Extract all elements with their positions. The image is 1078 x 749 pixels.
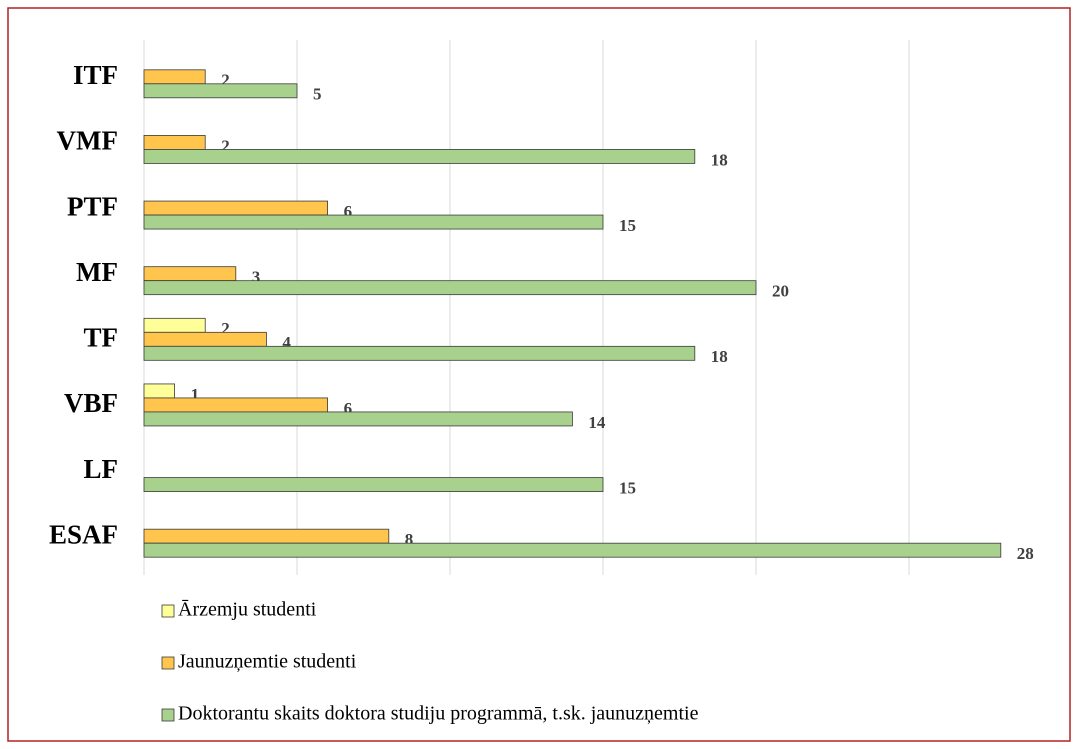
category-label: PTF: [67, 191, 118, 221]
bar: [143, 69, 206, 85]
data-label: 4: [282, 333, 291, 352]
category-label: TF: [83, 323, 118, 353]
data-label: 28: [1017, 544, 1034, 563]
category-label: ITF: [73, 60, 118, 90]
legend-label: Ārzemju studenti: [178, 599, 317, 621]
bar: [143, 280, 757, 296]
bar: [143, 135, 206, 150]
bar: [143, 383, 176, 399]
bar: [143, 149, 696, 164]
data-label: 18: [711, 150, 728, 169]
bar: [143, 411, 573, 427]
data-label: 15: [619, 478, 636, 497]
bar: [143, 477, 604, 492]
category-label: VBF: [64, 388, 118, 418]
bar: [143, 317, 206, 333]
category-label: MF: [76, 257, 118, 287]
bar: [143, 397, 329, 413]
bar: [143, 83, 298, 99]
data-label: 8: [405, 530, 414, 549]
legend-label: Doktorantu skaits doktora studiju progra…: [178, 703, 699, 725]
legend-swatch: [161, 656, 175, 670]
data-label: 14: [588, 413, 606, 432]
data-label: 2: [221, 319, 230, 338]
data-label: 2: [221, 71, 230, 90]
data-label: 20: [772, 282, 789, 301]
data-label: 18: [711, 347, 728, 366]
bar: [143, 331, 267, 347]
data-label: 1: [191, 385, 200, 404]
data-label: 2: [221, 136, 230, 155]
bar: [143, 345, 696, 361]
legend-swatch: [161, 604, 175, 618]
legend-swatch: [161, 708, 175, 722]
data-label: 6: [344, 399, 353, 418]
bar: [143, 528, 390, 544]
bar: [143, 542, 1002, 558]
chart-border: [7, 7, 1071, 742]
data-label: 5: [313, 85, 322, 104]
data-label: 6: [344, 202, 353, 221]
data-label: 15: [619, 216, 636, 235]
category-label: VMF: [57, 126, 118, 156]
category-label: LF: [83, 454, 118, 484]
bar: [143, 200, 329, 216]
bar: [143, 266, 237, 282]
category-label: ESAF: [49, 519, 118, 549]
bar: [143, 214, 604, 230]
legend-label: Jaunuzņemtie studenti: [178, 651, 357, 673]
data-label: 3: [252, 268, 260, 287]
